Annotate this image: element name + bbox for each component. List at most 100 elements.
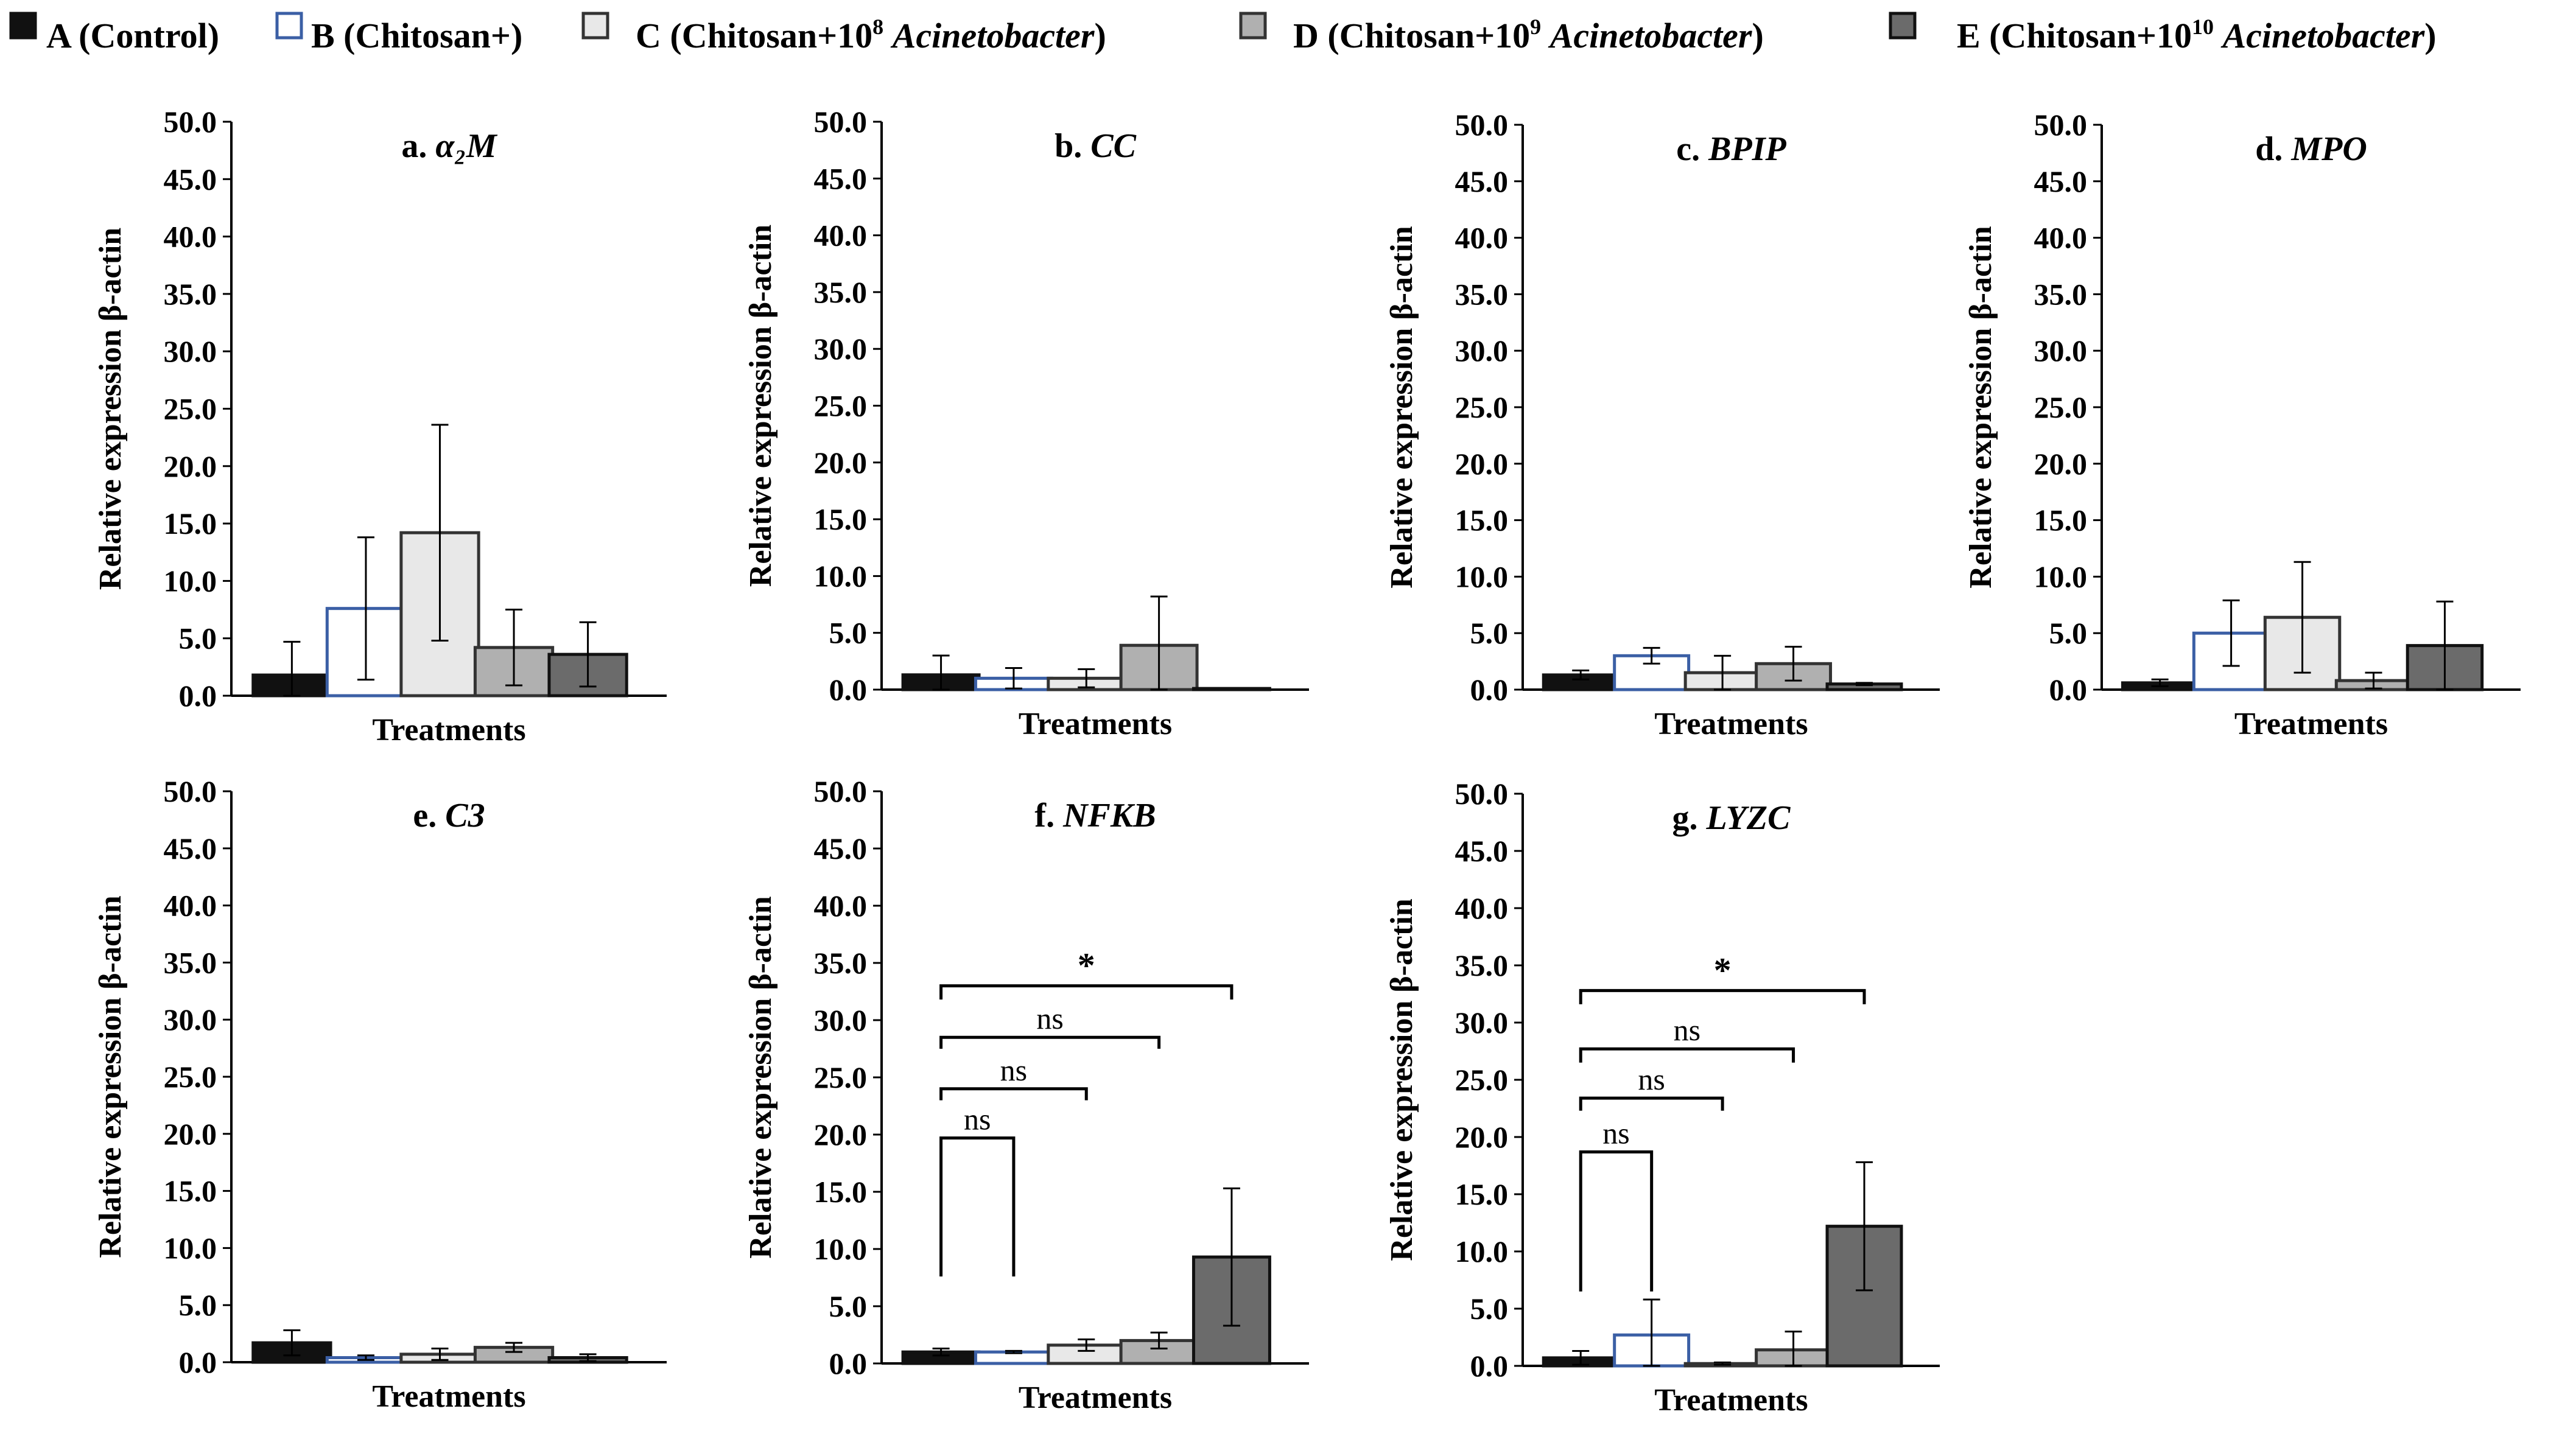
y-tick-label: 15.0 bbox=[2034, 503, 2088, 537]
significance-bracket bbox=[1579, 1047, 1795, 1063]
panel-gene: NFKB bbox=[1062, 797, 1156, 834]
y-tick-label: 25.0 bbox=[814, 1060, 868, 1094]
y-tick-label: 25.0 bbox=[1455, 1063, 1509, 1097]
significance-bracket bbox=[1579, 988, 1866, 1004]
y-tick-label: 20.0 bbox=[164, 449, 217, 483]
y-tick-label: 45.0 bbox=[164, 831, 217, 866]
legend-label-suffix: ) bbox=[1095, 16, 1106, 55]
panel-g: 0.0 5.0 10.0 15.0 20.0 25.0 30.0 35.0 40.0 45.0 50… bbox=[1385, 777, 1940, 1418]
y-axis-label: Relative expression β-actin bbox=[1964, 226, 1998, 589]
significance-bracket bbox=[939, 1136, 1016, 1277]
panel-letter: b. bbox=[1055, 127, 1090, 165]
legend-label-prefix: A (Control) bbox=[46, 16, 219, 55]
legend-label-organism: Acinetobacter bbox=[2220, 16, 2424, 55]
significance-label: ns bbox=[964, 1102, 991, 1136]
panel-title: a. α₂M bbox=[401, 127, 498, 165]
y-tick-label: 35.0 bbox=[2034, 277, 2088, 311]
y-tick-label: 50.0 bbox=[164, 105, 217, 139]
y-tick-label: 35.0 bbox=[164, 945, 217, 979]
y-tick-label: 5.0 bbox=[1470, 1292, 1509, 1326]
panel-d: 0.0 5.0 10.0 15.0 20.0 25.0 30.0 35.0 40.0 45.0 50… bbox=[1964, 108, 2521, 741]
y-tick-label: 5.0 bbox=[179, 621, 217, 656]
y-tick-label: 5.0 bbox=[179, 1288, 217, 1322]
y-tick-label: 0.0 bbox=[2049, 673, 2088, 707]
y-tick-label: 50.0 bbox=[164, 774, 217, 808]
significance-label: ns bbox=[1000, 1053, 1027, 1087]
y-tick-label: 25.0 bbox=[164, 1060, 217, 1094]
y-tick-label: 40.0 bbox=[814, 889, 868, 923]
legend-swatch-a bbox=[9, 12, 37, 40]
y-tick-label: 35.0 bbox=[164, 277, 217, 311]
y-tick-label: 20.0 bbox=[164, 1117, 217, 1151]
panel-letter: e. bbox=[413, 797, 445, 834]
y-tick-label: 20.0 bbox=[814, 1118, 868, 1152]
y-axis-label: Relative expression β-actin bbox=[93, 228, 128, 590]
panel-gene: BPIP bbox=[1708, 130, 1786, 168]
panel-title: d. MPO bbox=[2255, 130, 2367, 168]
legend-label-prefix: E (Chitosan+10 bbox=[1957, 16, 2192, 55]
y-axis-label: Relative expression β-actin bbox=[93, 895, 128, 1258]
panel-gene: α₂M bbox=[435, 127, 498, 165]
y-tick-label: 35.0 bbox=[1455, 277, 1509, 311]
y-tick-label: 0.0 bbox=[179, 679, 217, 713]
y-tick-label: 30.0 bbox=[1455, 334, 1509, 368]
y-tick-label: 25.0 bbox=[814, 389, 868, 423]
legend-label-exponent: 9 bbox=[1530, 15, 1541, 39]
legend-label-prefix: D (Chitosan+10 bbox=[1293, 16, 1530, 55]
y-tick-label: 15.0 bbox=[814, 1175, 868, 1209]
panel-title: e. C3 bbox=[413, 797, 485, 834]
panel-letter: c. bbox=[1676, 130, 1708, 168]
significance-label: ns bbox=[1602, 1116, 1629, 1150]
y-tick-label: 40.0 bbox=[1455, 221, 1509, 255]
y-tick-label: 50.0 bbox=[814, 105, 868, 139]
panel-f: 0.0 5.0 10.0 15.0 20.0 25.0 30.0 35.0 40.0 45.0 50… bbox=[743, 774, 1309, 1415]
legend-label-d: D (Chitosan+109 Acinetobacter) bbox=[1293, 15, 1764, 55]
y-tick-label: 30.0 bbox=[164, 1002, 217, 1037]
significance-bracket bbox=[939, 1035, 1161, 1049]
y-axis-label: Relative expression β-actin bbox=[743, 896, 778, 1259]
legend-label-a: A (Control) bbox=[46, 16, 219, 55]
panel-title: g. LYZC bbox=[1672, 799, 1791, 837]
y-tick-label: 45.0 bbox=[814, 831, 868, 866]
y-tick-label: 5.0 bbox=[829, 616, 868, 650]
legend-label-organism: Acinetobacter bbox=[891, 16, 1095, 55]
y-tick-label: 0.0 bbox=[179, 1345, 217, 1379]
y-tick-label: 45.0 bbox=[2034, 164, 2088, 198]
y-tick-label: 50.0 bbox=[2034, 108, 2088, 142]
y-tick-label: 40.0 bbox=[814, 219, 868, 253]
panel-letter: f. bbox=[1034, 797, 1063, 834]
panel-gene: CC bbox=[1090, 127, 1136, 165]
y-tick-label: 10.0 bbox=[2034, 559, 2088, 593]
y-tick-label: 10.0 bbox=[1455, 1234, 1509, 1268]
significance-bracket bbox=[1579, 1150, 1654, 1292]
y-tick-label: 10.0 bbox=[814, 559, 868, 593]
significance-label: ns bbox=[1638, 1062, 1665, 1096]
y-tick-label: 25.0 bbox=[164, 392, 217, 426]
y-tick-label: 5.0 bbox=[2049, 616, 2088, 650]
panel-c: 0.0 5.0 10.0 15.0 20.0 25.0 30.0 35.0 40.0 45.0 50… bbox=[1385, 108, 1940, 741]
legend-swatch-b bbox=[275, 12, 303, 40]
y-tick-label: 25.0 bbox=[1455, 390, 1509, 424]
panel-b: 0.0 5.0 10.0 15.0 20.0 25.0 30.0 35.0 40.0 45.0 50… bbox=[743, 105, 1309, 741]
legend-label-e: E (Chitosan+1010 Acinetobacter) bbox=[1957, 15, 2437, 55]
panel-title: c. BPIP bbox=[1676, 130, 1786, 168]
y-tick-label: 10.0 bbox=[1455, 559, 1509, 593]
legend-label-suffix: ) bbox=[2424, 16, 2436, 55]
y-tick-label: 40.0 bbox=[164, 889, 217, 923]
panel-gene: C3 bbox=[445, 797, 485, 834]
significance-label: * bbox=[1078, 946, 1095, 985]
y-tick-label: 35.0 bbox=[814, 275, 868, 309]
y-tick-label: 15.0 bbox=[814, 502, 868, 536]
significance-bracket bbox=[939, 1087, 1088, 1100]
legend-label-prefix: C (Chitosan+10 bbox=[636, 16, 872, 55]
bar-e bbox=[1191, 687, 1271, 691]
y-tick-label: 15.0 bbox=[164, 1174, 217, 1208]
y-tick-label: 0.0 bbox=[829, 673, 868, 707]
y-tick-label: 15.0 bbox=[164, 506, 217, 541]
panel-title: b. CC bbox=[1055, 127, 1137, 165]
y-tick-label: 40.0 bbox=[164, 220, 217, 254]
legend-label-b: B (Chitosan+) bbox=[311, 16, 522, 55]
panel-a: 0.0 5.0 10.0 15.0 20.0 25.0 30.0 35.0 40.0 45.0 50… bbox=[93, 105, 667, 747]
legend-swatch-d bbox=[1239, 12, 1267, 40]
y-tick-label: 10.0 bbox=[164, 1231, 217, 1265]
